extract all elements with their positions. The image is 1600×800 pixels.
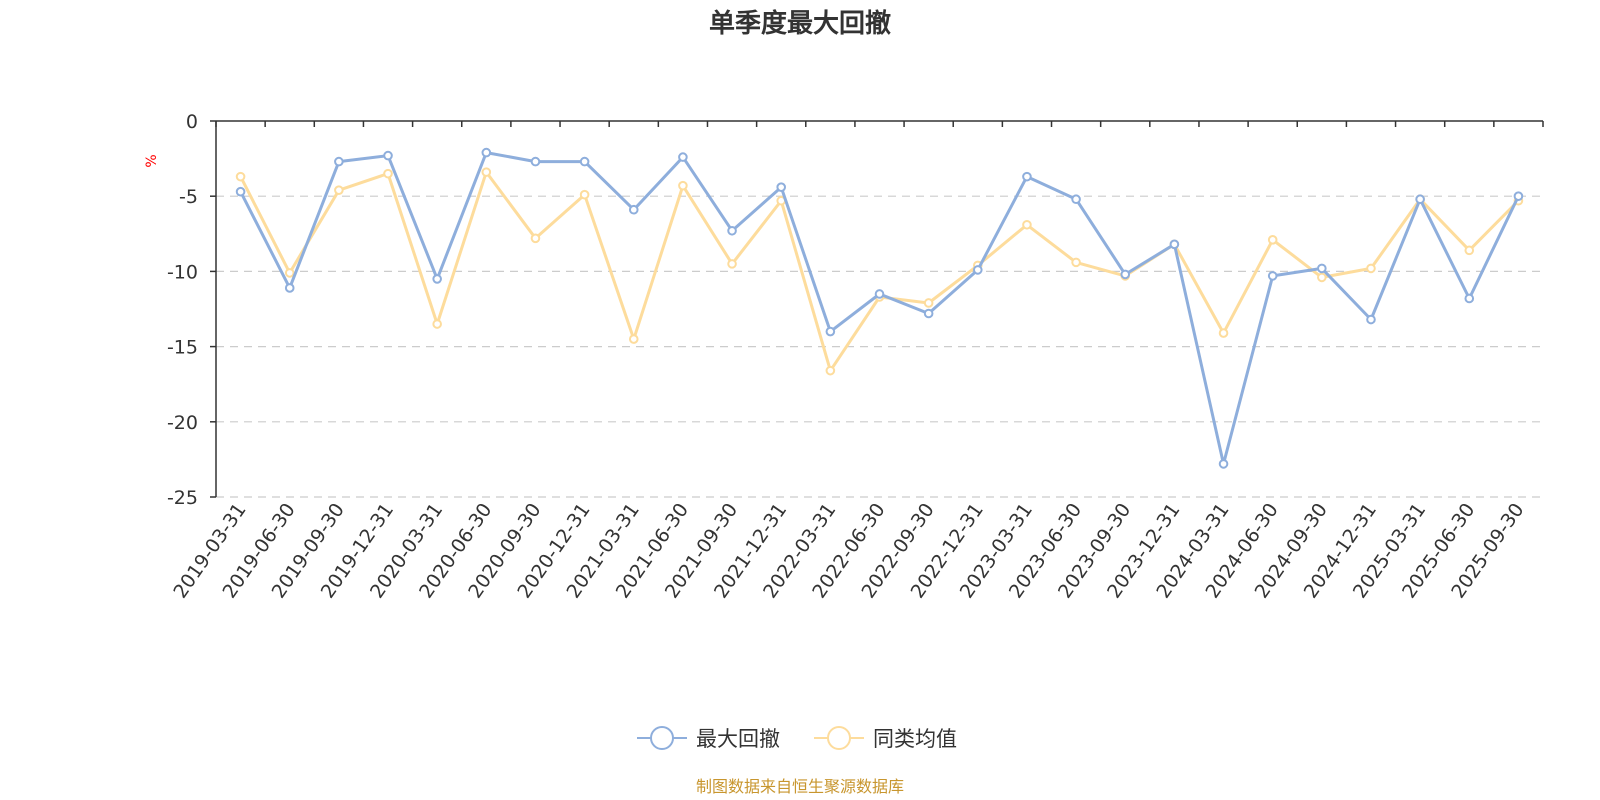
data-point xyxy=(1218,459,1229,469)
data-point xyxy=(481,147,492,158)
data-point xyxy=(481,167,492,177)
data-point xyxy=(284,283,295,293)
data-point xyxy=(825,365,836,376)
data-point xyxy=(1022,219,1032,230)
data-point xyxy=(235,186,246,197)
legend-label: 同类均值 xyxy=(873,727,957,751)
data-point xyxy=(1022,171,1032,182)
data-point xyxy=(972,265,983,275)
data-point xyxy=(1513,191,1524,201)
data-point xyxy=(678,152,688,162)
data-point xyxy=(383,150,393,161)
y-tick-label: -15 xyxy=(167,337,198,359)
chart-title: 单季度最大回撤 xyxy=(709,8,891,39)
data-point xyxy=(1317,272,1327,283)
data-point xyxy=(727,225,737,236)
legend-marker xyxy=(650,726,674,750)
data-point xyxy=(874,289,885,299)
axes: 0-5-10-15-20-252019-03-312019-06-302019-… xyxy=(167,111,1544,602)
y-tick-label: -25 xyxy=(167,487,198,509)
data-point xyxy=(334,185,344,195)
source-note: 制图数据来自恒生聚源数据库 xyxy=(696,777,904,796)
data-point xyxy=(579,189,590,200)
data-point xyxy=(1267,271,1278,281)
y-tick-label: -10 xyxy=(167,261,198,283)
data-point xyxy=(235,171,246,182)
data-point xyxy=(432,274,442,284)
data-point xyxy=(923,308,934,319)
grid-lines xyxy=(216,195,1543,498)
data-point xyxy=(727,259,737,269)
legend-label: 最大回撤 xyxy=(696,727,780,751)
data-point xyxy=(334,156,344,167)
legend[interactable]: 最大回撤 同类均值 xyxy=(637,726,957,751)
legend-item[interactable]: 最大回撤 xyxy=(637,726,780,751)
data-point xyxy=(579,156,590,167)
data-point xyxy=(383,168,393,179)
data-point xyxy=(1169,239,1180,250)
data-point xyxy=(776,182,787,192)
series-lines xyxy=(235,147,1524,469)
data-point xyxy=(1267,235,1278,245)
data-point xyxy=(1415,194,1425,205)
data-point xyxy=(1071,194,1081,205)
data-point xyxy=(1317,263,1327,274)
data-point xyxy=(1120,269,1131,280)
data-point xyxy=(1218,328,1229,338)
y-tick-label: 0 xyxy=(186,111,198,133)
y-axis-unit: % xyxy=(144,154,160,167)
data-point xyxy=(530,233,541,244)
legend-item[interactable]: 同类均值 xyxy=(814,726,957,751)
data-point xyxy=(1464,293,1475,304)
data-point xyxy=(1366,314,1376,325)
data-point xyxy=(1366,263,1376,274)
data-point xyxy=(530,156,541,167)
data-point xyxy=(678,180,688,191)
data-point xyxy=(1071,257,1081,268)
data-point xyxy=(825,326,836,337)
data-point xyxy=(284,268,295,278)
data-point xyxy=(432,319,442,329)
data-point xyxy=(1464,245,1475,256)
y-tick-label: -20 xyxy=(167,412,198,434)
legend-marker xyxy=(827,726,851,750)
y-tick-label: -5 xyxy=(179,186,198,208)
data-point xyxy=(923,298,934,308)
data-point xyxy=(628,204,639,215)
data-point xyxy=(628,334,639,344)
